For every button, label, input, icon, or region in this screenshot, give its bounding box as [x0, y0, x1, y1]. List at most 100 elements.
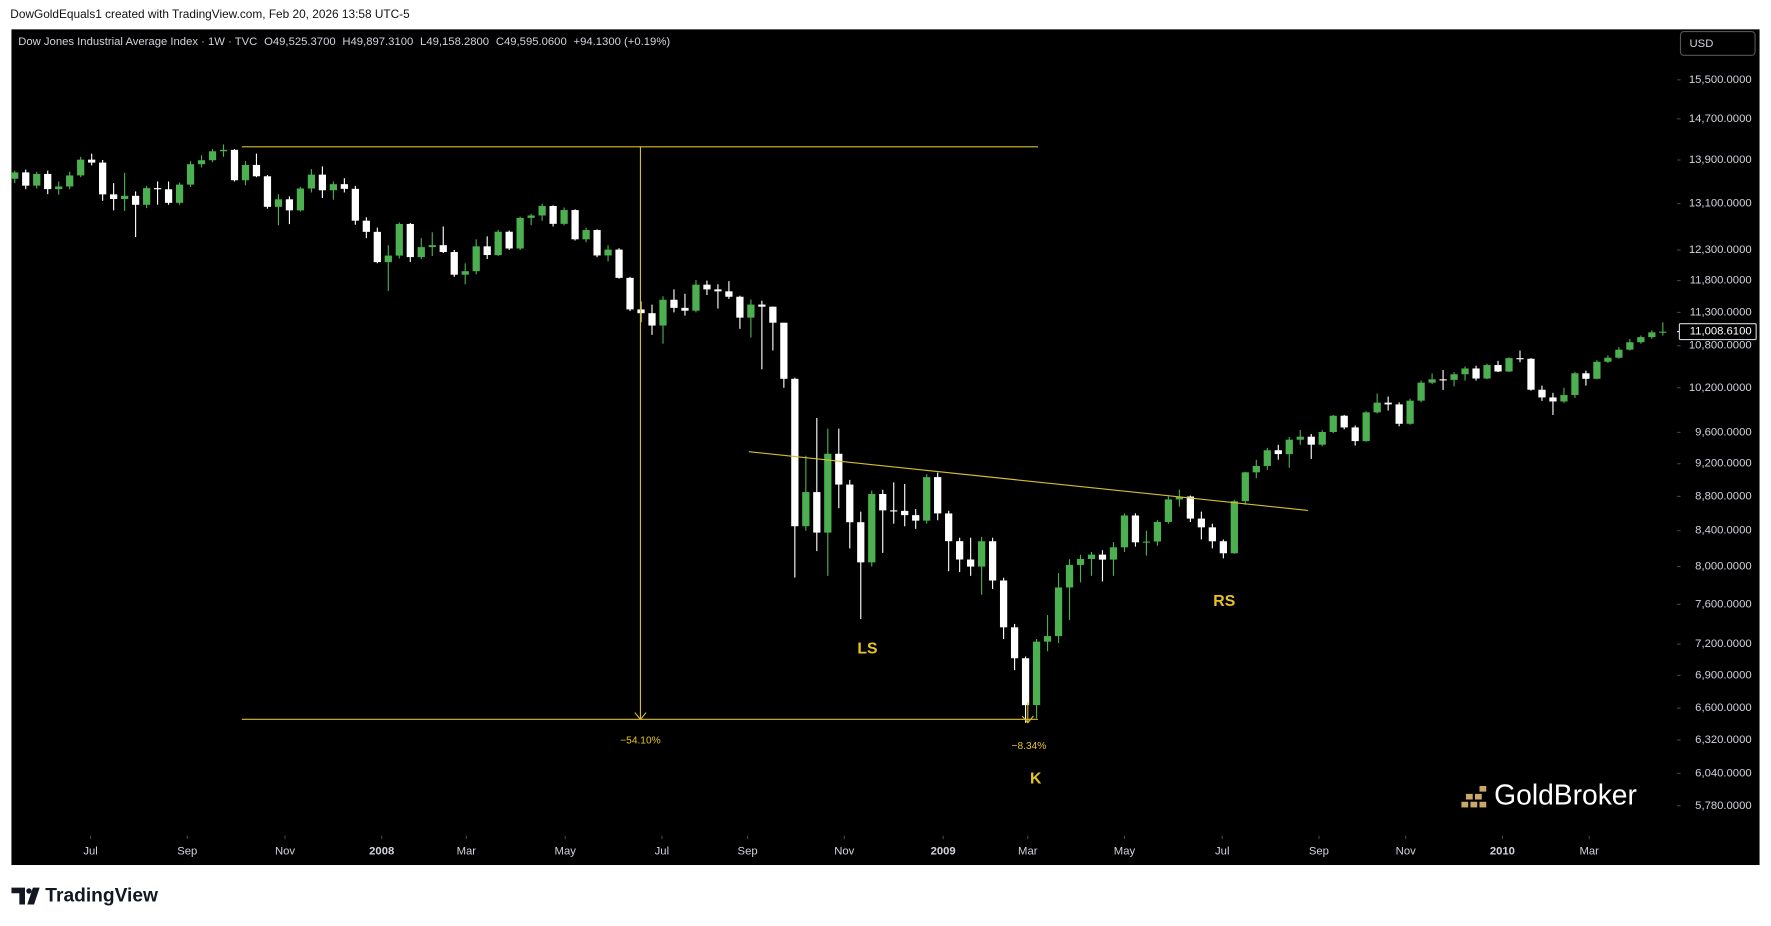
candle-body — [1406, 400, 1414, 424]
candle-body — [1384, 402, 1392, 405]
logo-icon — [1461, 801, 1469, 808]
candle-body — [351, 188, 359, 221]
candle-body — [55, 186, 63, 190]
logo-icon — [1479, 801, 1487, 808]
candle-body — [659, 299, 667, 326]
candle-body — [780, 322, 788, 379]
candle-body — [1659, 331, 1667, 333]
candle-body — [1065, 564, 1074, 588]
watermark: GoldBroker — [1494, 779, 1637, 811]
candle-body — [230, 149, 239, 181]
attribution: DowGoldEquals1 created with TradingView.… — [10, 7, 410, 21]
candle-body — [1285, 439, 1293, 455]
candle-body — [1021, 658, 1030, 706]
candle-body — [1582, 373, 1590, 379]
candle-body — [1417, 382, 1425, 401]
candle-body — [758, 304, 766, 307]
candle-body — [988, 541, 997, 581]
candle-body — [956, 541, 964, 560]
annotation: RS — [1213, 593, 1235, 610]
candle-body — [296, 188, 305, 211]
candle-body — [824, 453, 832, 533]
y-tick-label: 10,200.0000 — [1689, 382, 1752, 394]
candle-body — [1527, 358, 1535, 390]
candle-body — [1340, 415, 1348, 428]
candle-body — [1219, 541, 1227, 554]
candle-body — [802, 492, 810, 527]
candle-body — [736, 296, 744, 318]
y-tick-label: 15,500.0000 — [1689, 74, 1752, 86]
candle-body — [66, 175, 74, 187]
candle-body — [1450, 374, 1458, 380]
candle-body — [1329, 415, 1337, 433]
candle-body — [791, 378, 799, 527]
candle-body — [571, 210, 579, 240]
candle-body — [406, 223, 414, 258]
arrow — [634, 712, 647, 721]
x-tick-label: May — [1114, 845, 1136, 857]
currency-button[interactable]: USD — [1679, 31, 1756, 56]
candle-body — [1131, 515, 1140, 543]
candle-body — [318, 174, 327, 191]
tv-icon — [26, 888, 32, 894]
candle-body — [208, 151, 217, 161]
candle-body — [395, 223, 403, 256]
last-price-box — [1678, 323, 1757, 341]
currency[interactable]: USD — [1690, 38, 1714, 50]
candle-body — [120, 195, 129, 200]
candle-body — [1604, 357, 1612, 362]
candle-body — [44, 173, 52, 190]
candle-body — [560, 210, 568, 224]
x-tick-label: 2008 — [369, 845, 394, 857]
y-tick-label: 10,800.0000 — [1689, 340, 1752, 352]
candle-body — [912, 515, 920, 521]
candle-body — [461, 271, 469, 275]
candle-body — [329, 184, 337, 191]
candle-body — [648, 313, 656, 326]
last-price-label: 11,008.6100 — [1690, 326, 1752, 338]
candle-body — [1351, 427, 1359, 442]
currency-box[interactable] — [1679, 31, 1756, 56]
candle-body — [417, 247, 425, 258]
x-tick-label: Sep — [738, 845, 758, 857]
candle-body — [1549, 397, 1557, 402]
candle-body — [1164, 499, 1173, 522]
candle-body — [1010, 627, 1019, 659]
candle-body — [1571, 373, 1579, 396]
y-tick-label: 9,200.0000 — [1695, 458, 1751, 470]
candle-body — [890, 510, 898, 512]
candle-body — [1087, 554, 1096, 559]
candle-body — [703, 284, 711, 290]
candle-body — [977, 541, 986, 567]
candle-body — [483, 246, 491, 256]
candle-body — [1560, 395, 1568, 402]
candle-body — [846, 484, 854, 523]
x-tick-label: May — [555, 845, 577, 857]
candle-body — [285, 199, 294, 211]
y-tick-label: 12,300.0000 — [1689, 244, 1752, 256]
candle-body — [868, 494, 876, 563]
y-tick-label: 7,200.0000 — [1695, 638, 1751, 650]
candle-body — [835, 453, 843, 485]
candle-body — [714, 289, 722, 292]
candle-body — [813, 492, 821, 533]
candle-body — [307, 174, 316, 189]
candle-body — [1274, 450, 1282, 455]
logo-icon — [1465, 793, 1473, 800]
candle-body — [692, 284, 700, 311]
candle-body — [1428, 379, 1436, 383]
annotation: −8.34% — [1012, 741, 1047, 752]
footer-logo: TradingView — [11, 886, 158, 907]
candle-body — [33, 173, 41, 186]
candle-body — [428, 245, 436, 248]
candle-body — [516, 217, 524, 249]
candle-body — [450, 252, 458, 275]
logo-icon — [1474, 793, 1482, 800]
y-tick-label: 14,700.0000 — [1689, 113, 1752, 125]
candle-body — [340, 184, 348, 189]
candle-body — [439, 245, 447, 253]
candle-body — [1043, 636, 1052, 642]
candle-body — [11, 172, 19, 179]
